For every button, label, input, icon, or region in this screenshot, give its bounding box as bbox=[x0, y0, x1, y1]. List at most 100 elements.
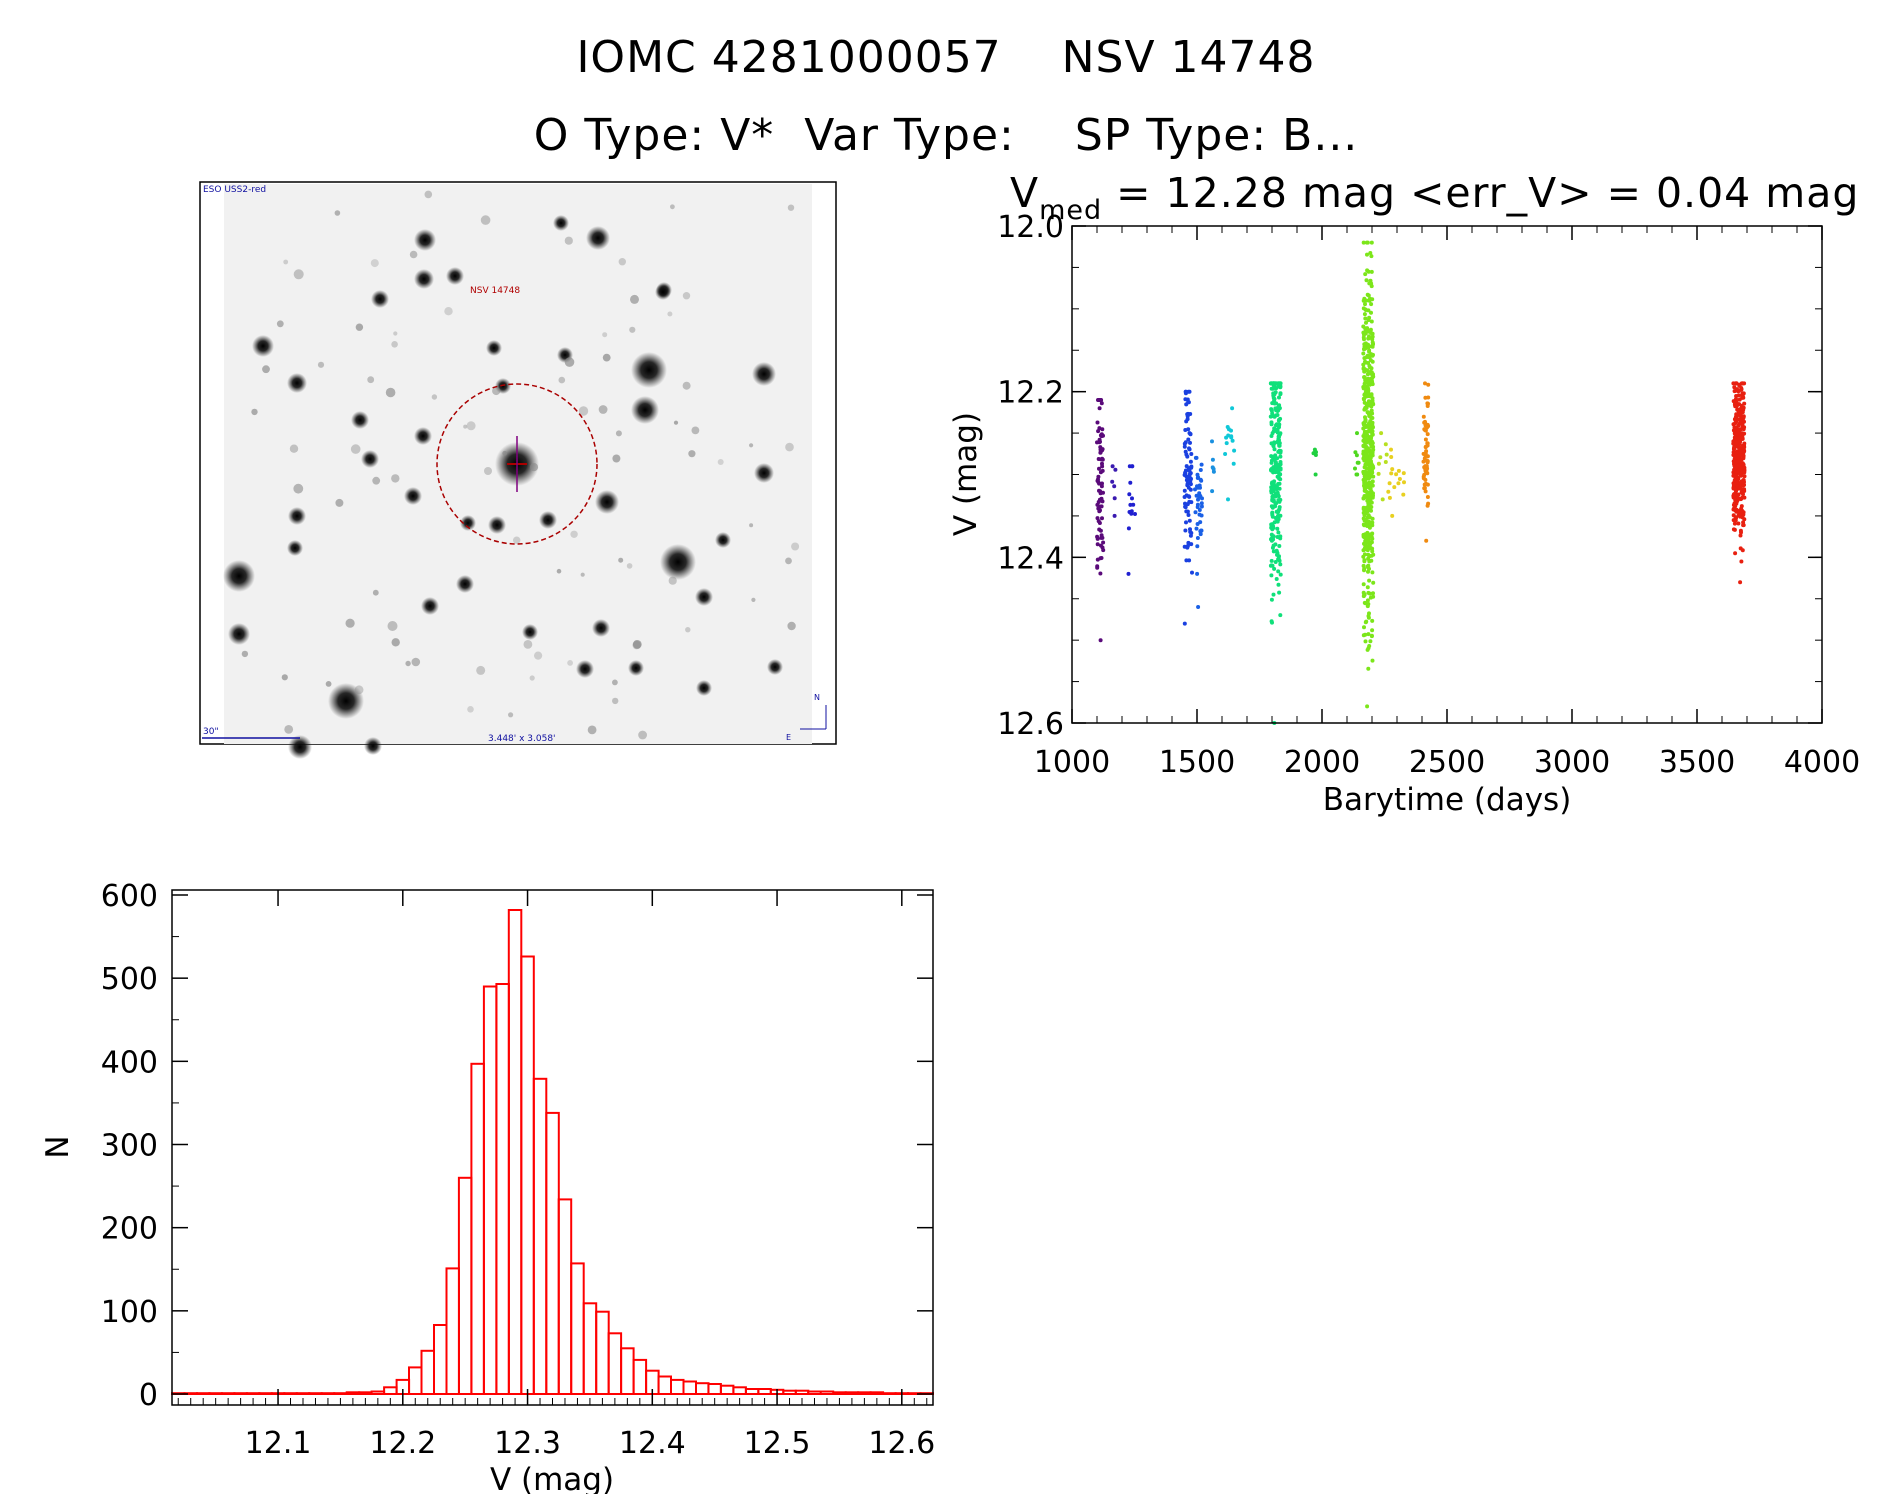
light-curve-point bbox=[1369, 553, 1374, 558]
light-curve-point bbox=[1370, 570, 1375, 575]
star-blob bbox=[252, 335, 274, 357]
light-curve-point bbox=[1363, 302, 1367, 307]
histogram-bar bbox=[220, 1392, 236, 1395]
light-curve-point bbox=[1424, 468, 1429, 473]
light-curve-point bbox=[1364, 320, 1368, 325]
light-curve-series bbox=[1421, 381, 1431, 543]
light-curve-point bbox=[1425, 482, 1430, 487]
light-curve-point bbox=[1731, 493, 1736, 498]
light-curve-point bbox=[1369, 310, 1373, 315]
light-curve-point bbox=[1278, 513, 1283, 518]
light-curve-point bbox=[1739, 410, 1744, 415]
light-curve-point bbox=[1741, 415, 1746, 419]
light-curve-point bbox=[1362, 407, 1367, 412]
light-curve-point bbox=[1223, 452, 1228, 456]
light-curve-point bbox=[1362, 375, 1367, 380]
light-curve-point bbox=[1362, 625, 1366, 630]
histogram-bar bbox=[869, 1391, 885, 1396]
light-curve-point bbox=[1364, 388, 1369, 393]
star-blob bbox=[288, 735, 312, 759]
star-blob bbox=[223, 560, 255, 592]
light-curve-point bbox=[1368, 441, 1373, 446]
histogram-bar bbox=[757, 1388, 772, 1395]
light-curve-point bbox=[1277, 441, 1282, 446]
light-curve-point bbox=[1361, 534, 1366, 539]
light-curve-point bbox=[1735, 493, 1740, 498]
light-curve-series bbox=[1110, 464, 1118, 518]
histogram-bar bbox=[682, 1380, 697, 1395]
light-curve-point bbox=[1195, 502, 1200, 507]
light-curve-point bbox=[1277, 499, 1282, 504]
faint-star bbox=[612, 697, 619, 705]
star-blob bbox=[488, 516, 506, 534]
light-curve-point bbox=[1275, 409, 1280, 413]
faint-star bbox=[411, 657, 421, 667]
histogram-bar bbox=[295, 1392, 311, 1395]
finder-scale-label: 30" bbox=[203, 727, 219, 737]
faint-star bbox=[529, 675, 535, 681]
histogram-bars bbox=[171, 909, 934, 1396]
light-curve-point bbox=[1276, 482, 1281, 486]
faint-star bbox=[629, 326, 636, 333]
histogram-bar bbox=[196, 1392, 211, 1395]
light-curve-point bbox=[1369, 404, 1374, 409]
light-curve-point bbox=[1355, 460, 1360, 465]
light-curve-point bbox=[1737, 388, 1742, 393]
star-blob bbox=[522, 624, 538, 640]
histogram-axes: 12.1 12.2 12.3 12.4 12.5 12.6 0 100 200 300 400 500… bbox=[101, 879, 935, 1461]
histogram-bar bbox=[495, 983, 510, 1395]
light-curve-point bbox=[1734, 515, 1739, 520]
histogram-ytick-label: 600 bbox=[101, 879, 158, 914]
light-curve-point bbox=[1364, 424, 1369, 429]
light-curve-point bbox=[1278, 431, 1283, 436]
histogram-xtick-label: 12.3 bbox=[494, 1426, 561, 1461]
light-curve-point bbox=[1099, 504, 1104, 509]
light-curve-point bbox=[1276, 530, 1281, 535]
light-curve-point bbox=[1740, 548, 1745, 553]
light-curve-point bbox=[1424, 425, 1429, 430]
light-curve-point bbox=[1742, 441, 1747, 446]
light-curve-point bbox=[1183, 505, 1188, 510]
light-curve-point bbox=[1741, 512, 1746, 517]
light-curve-point bbox=[1098, 638, 1103, 643]
faint-star bbox=[529, 463, 539, 472]
light-curve-point bbox=[1371, 341, 1375, 346]
light-curve-point bbox=[1369, 633, 1374, 638]
histogram-bar bbox=[670, 1378, 685, 1396]
light-curve-point bbox=[1392, 485, 1397, 490]
star-blob bbox=[421, 597, 439, 615]
light-curve-point bbox=[1275, 526, 1280, 531]
light-curve-point bbox=[1366, 632, 1371, 637]
light-curve-point bbox=[1741, 407, 1746, 412]
light-curve-point bbox=[1732, 527, 1737, 532]
light-curve-point bbox=[1096, 474, 1101, 479]
light-curve-point bbox=[1366, 501, 1371, 506]
light-curve-point bbox=[1224, 441, 1229, 446]
light-curve-point bbox=[1277, 544, 1282, 548]
light-curve-point bbox=[1099, 533, 1104, 538]
histogram-bar bbox=[408, 1366, 423, 1396]
light-curve-point bbox=[1361, 456, 1366, 461]
faint-star bbox=[431, 394, 438, 400]
light-curve-point bbox=[1278, 460, 1283, 464]
faint-star bbox=[405, 660, 411, 667]
light-curve-point bbox=[1226, 433, 1231, 438]
light-curve-xtick-label: 1500 bbox=[1159, 745, 1235, 780]
light-curve-point bbox=[1369, 331, 1374, 335]
light-curve-point bbox=[1230, 406, 1235, 411]
light-curve-point bbox=[1365, 252, 1369, 257]
light-curve-point bbox=[1198, 520, 1203, 525]
light-curve-point bbox=[1196, 497, 1200, 502]
light-curve-point bbox=[1731, 486, 1736, 491]
faint-star bbox=[638, 730, 647, 740]
star-blob bbox=[288, 507, 306, 525]
light-curve-point bbox=[1097, 466, 1101, 471]
histogram-ytick-label: 500 bbox=[101, 962, 158, 997]
light-curve-point bbox=[1736, 393, 1741, 398]
star-blob bbox=[404, 487, 422, 505]
light-curve-point bbox=[1425, 432, 1430, 437]
light-curve-point bbox=[1401, 492, 1406, 497]
light-curve-point bbox=[1269, 597, 1274, 602]
light-curve-xlabel: Barytime (days) bbox=[1323, 782, 1572, 818]
light-curve-point bbox=[1195, 536, 1200, 540]
